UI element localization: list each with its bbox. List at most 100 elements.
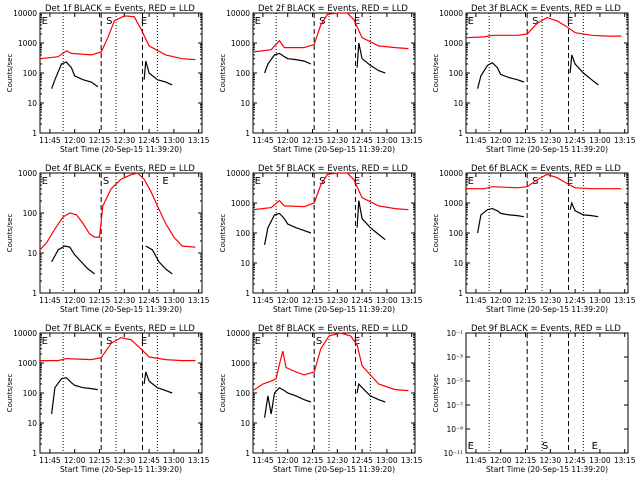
lld-series-line <box>466 173 622 190</box>
x-tick-label: 12:15 <box>89 296 111 305</box>
x-tick-label: 12:45 <box>351 296 373 305</box>
x-tick-label: 13:00 <box>163 456 185 465</box>
y-tick-label: 1000 <box>18 359 37 368</box>
panel-title: Det 6f BLACK = Events, RED = LLD <box>471 164 621 174</box>
lld-series-line <box>40 336 196 362</box>
y-axis-label: Counts/sec <box>219 54 227 93</box>
y-tick-label: 1 <box>245 289 250 298</box>
panel-det-9f: Det 9f BLACK = Events, RED = LLD 10⁻¹¹ 10⁻… <box>432 324 636 474</box>
y-tick-label: 10 <box>453 99 463 108</box>
x-axis-label: Start Time (20-Sep-15 11:39:20) <box>60 145 182 154</box>
x-tick-label: 13:00 <box>376 296 398 305</box>
y-tick-label: 10 <box>240 419 250 428</box>
y-tick-label: 1000 <box>444 199 463 208</box>
events-series-line <box>264 200 386 246</box>
events-series-line <box>264 42 386 74</box>
x-tick-label: 12:00 <box>277 456 299 465</box>
y-axis-label: Counts/sec <box>6 374 14 413</box>
y-tick-label: 10000 <box>439 169 463 178</box>
x-tick-label: 12:30 <box>113 456 135 465</box>
event-marker-E: E <box>567 16 573 27</box>
y-tick-label: 100 <box>23 389 38 398</box>
x-tick-label: 12:00 <box>277 296 299 305</box>
event-marker-E: E <box>468 176 474 187</box>
event-marker-E: E <box>468 16 474 27</box>
x-tick-label: 12:45 <box>564 136 586 145</box>
y-tick-label: 1000 <box>444 39 463 48</box>
x-tick-label: 12:45 <box>564 456 586 465</box>
y-tick-label: 1000 <box>18 39 37 48</box>
lld-series-line <box>252 332 409 392</box>
x-tick-label: 12:15 <box>515 456 537 465</box>
plot-frame <box>39 332 203 454</box>
x-tick-label: 13:00 <box>589 136 611 145</box>
event-marker-E: E <box>141 16 147 27</box>
x-axis-label: Start Time (20-Sep-15 11:39:20) <box>486 465 608 474</box>
y-tick-label: 1 <box>32 129 37 138</box>
y-tick-label: 1000 <box>18 169 37 178</box>
lld-series-line <box>252 172 409 211</box>
event-marker-E: E <box>354 16 360 27</box>
y-tick-label: 100 <box>23 69 38 78</box>
plot-frame <box>39 12 203 134</box>
y-axis-label: Counts/sec <box>432 374 440 413</box>
y-tick-label: 10 <box>453 259 463 268</box>
panel-det-1f: Det 1f BLACK = Events, RED = LLD 1 10 100 10… <box>6 4 210 154</box>
x-tick-label: 11:45 <box>252 456 274 465</box>
y-tick-label: 10⁻¹¹ <box>443 449 463 458</box>
x-tick-label: 12:45 <box>351 136 373 145</box>
y-tick-label: 1 <box>245 129 250 138</box>
x-tick-label: 12:00 <box>64 296 86 305</box>
x-tick-label: 12:00 <box>64 456 86 465</box>
x-tick-label: 13:15 <box>188 456 210 465</box>
x-tick-label: 12:30 <box>539 136 561 145</box>
x-axis-label: Start Time (20-Sep-15 11:39:20) <box>273 305 395 314</box>
y-tick-label: 100 <box>23 209 38 218</box>
event-marker-E: E <box>42 16 48 27</box>
y-axis-label: Counts/sec <box>219 374 227 413</box>
x-axis-label: Start Time (20-Sep-15 11:39:20) <box>60 305 182 314</box>
event-marker-S: S <box>103 176 109 187</box>
y-tick-label: 10000 <box>13 9 37 18</box>
y-tick-label: 1 <box>32 449 37 458</box>
x-tick-label: 12:00 <box>64 136 86 145</box>
plot-frame <box>465 172 629 294</box>
x-tick-label: 13:15 <box>401 296 423 305</box>
x-tick-label: 11:45 <box>252 136 274 145</box>
event-marker-E: E <box>592 441 598 452</box>
x-tick-label: 12:45 <box>138 456 160 465</box>
x-tick-label: 13:00 <box>589 456 611 465</box>
x-axis-label: Start Time (20-Sep-15 11:39:20) <box>486 305 608 314</box>
events-series-line <box>477 201 599 234</box>
x-tick-label: 11:45 <box>39 136 61 145</box>
panel-det-4f: Det 4f BLACK = Events, RED = LLD 1 10 100 10… <box>6 164 210 314</box>
x-tick-label: 13:00 <box>376 456 398 465</box>
panel-det-3f: Det 3f BLACK = Events, RED = LLD 1 10 100 10… <box>432 4 636 154</box>
x-tick-label: 13:00 <box>163 136 185 145</box>
y-tick-label: 10000 <box>226 169 250 178</box>
x-axis-label: Start Time (20-Sep-15 11:39:20) <box>273 145 395 154</box>
panel-title: Det 8f BLACK = Events, RED = LLD <box>258 324 408 334</box>
x-tick-label: 12:45 <box>351 456 373 465</box>
x-tick-label: 13:15 <box>614 296 636 305</box>
panel-title: Det 4f BLACK = Events, RED = LLD <box>45 164 195 174</box>
panel-det-5f: Det 5f BLACK = Events, RED = LLD 1 10 100 10… <box>219 164 423 314</box>
x-tick-label: 12:00 <box>490 296 512 305</box>
plot-frame <box>252 172 416 294</box>
x-tick-label: 11:45 <box>465 296 487 305</box>
event-marker-S: S <box>542 441 548 452</box>
event-marker-E: E <box>162 176 168 187</box>
event-marker-S: S <box>532 16 538 27</box>
y-tick-label: 10⁻¹ <box>446 329 463 338</box>
x-tick-label: 12:30 <box>326 296 348 305</box>
events-series-line <box>264 382 386 418</box>
y-tick-label: 10⁻⁹ <box>446 425 463 434</box>
x-tick-label: 13:00 <box>589 296 611 305</box>
x-tick-label: 12:15 <box>302 136 324 145</box>
x-tick-label: 11:45 <box>39 456 61 465</box>
y-tick-label: 10000 <box>226 329 250 338</box>
panel-title: Det 7f BLACK = Events, RED = LLD <box>45 324 195 334</box>
y-tick-label: 100 <box>236 389 251 398</box>
y-tick-label: 10⁻³ <box>446 353 463 362</box>
